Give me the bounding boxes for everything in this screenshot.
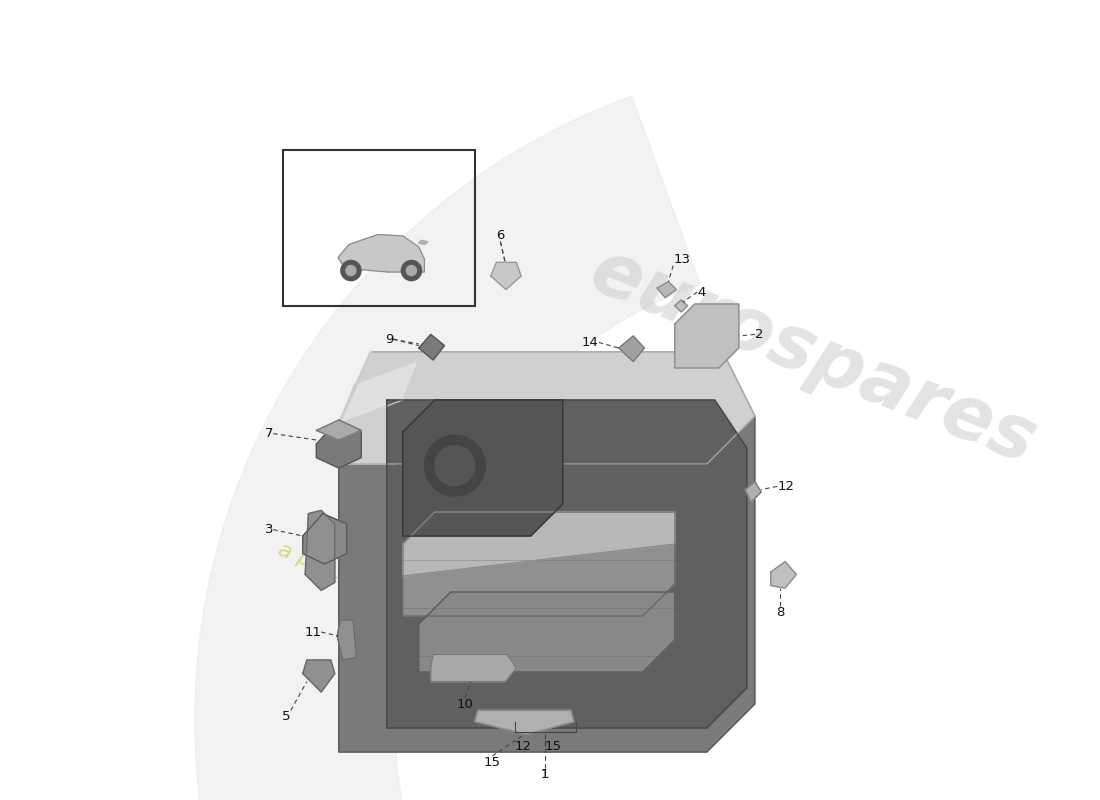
Circle shape (341, 261, 361, 281)
Polygon shape (491, 262, 521, 290)
Text: 4: 4 (697, 286, 705, 298)
Polygon shape (619, 336, 645, 362)
Polygon shape (419, 334, 444, 360)
Polygon shape (674, 300, 688, 312)
Text: 14: 14 (582, 336, 598, 349)
Polygon shape (302, 514, 346, 564)
Polygon shape (338, 234, 425, 272)
Circle shape (434, 446, 475, 486)
Polygon shape (403, 512, 674, 616)
Text: 7: 7 (265, 427, 273, 440)
Text: 11: 11 (305, 626, 321, 638)
Polygon shape (657, 282, 676, 298)
Circle shape (425, 435, 485, 496)
Text: 15: 15 (544, 740, 562, 753)
Text: 5: 5 (283, 710, 290, 723)
Text: 12: 12 (515, 740, 531, 753)
Polygon shape (419, 592, 674, 672)
Text: a passion for parts since 1985: a passion for parts since 1985 (275, 539, 594, 684)
Polygon shape (419, 240, 428, 245)
Polygon shape (403, 512, 674, 576)
Circle shape (406, 266, 417, 275)
Polygon shape (339, 352, 755, 464)
Bar (283, 150, 475, 306)
Text: 15: 15 (484, 756, 500, 769)
Polygon shape (305, 510, 334, 590)
Polygon shape (302, 660, 334, 692)
Text: 6: 6 (496, 229, 505, 242)
Text: 1: 1 (541, 768, 549, 781)
Circle shape (402, 261, 421, 281)
Text: 8: 8 (777, 606, 784, 619)
Text: 13: 13 (673, 253, 690, 266)
Text: eurospares: eurospares (579, 234, 1046, 480)
Polygon shape (475, 710, 574, 734)
Polygon shape (674, 304, 739, 368)
Polygon shape (403, 400, 563, 536)
Text: 9: 9 (385, 333, 393, 346)
Polygon shape (387, 400, 747, 728)
Text: 3: 3 (265, 523, 273, 536)
Text: 2: 2 (755, 328, 763, 341)
Polygon shape (338, 620, 356, 660)
Circle shape (345, 266, 356, 275)
Text: 10: 10 (456, 698, 474, 710)
Text: 1: 1 (541, 768, 549, 781)
Polygon shape (771, 562, 796, 588)
Polygon shape (195, 96, 700, 800)
Polygon shape (431, 654, 516, 682)
Polygon shape (317, 420, 361, 468)
Polygon shape (745, 482, 761, 502)
Polygon shape (339, 360, 419, 424)
Text: 12: 12 (778, 480, 794, 493)
Polygon shape (339, 352, 755, 752)
Polygon shape (317, 420, 361, 440)
